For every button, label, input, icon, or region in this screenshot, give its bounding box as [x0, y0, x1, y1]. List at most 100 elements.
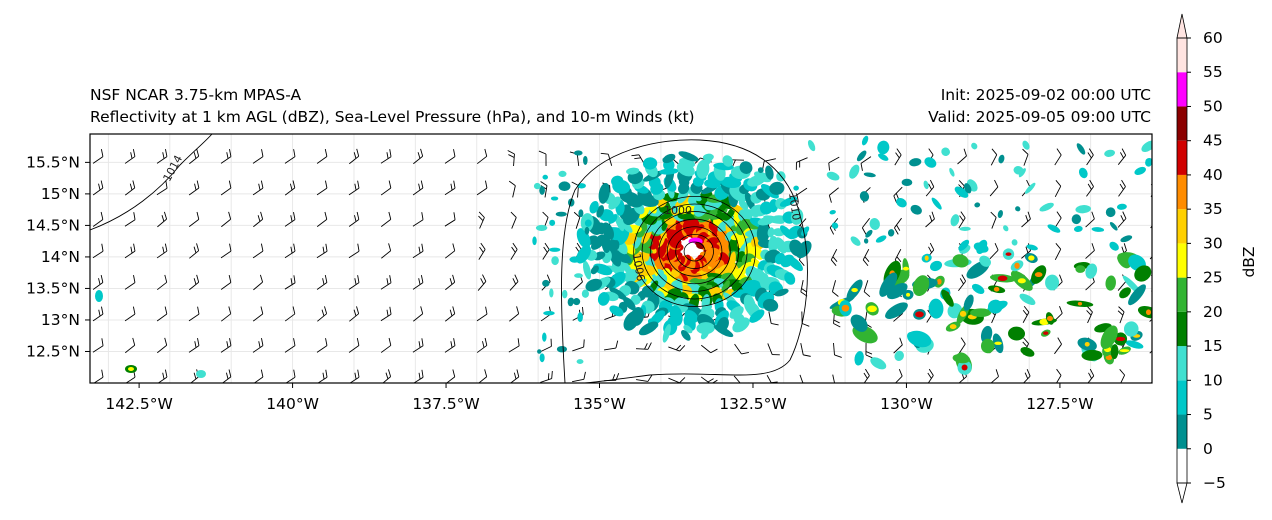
lat-tick-label: 14°N: [41, 248, 80, 266]
reflectivity-cell: [784, 272, 796, 285]
wind-barb: [252, 180, 264, 196]
reflectivity-cell: [638, 321, 659, 336]
reflectivity-cell: [1078, 167, 1088, 179]
reflectivity-cell: [549, 288, 554, 298]
reflectivity-cell: [626, 167, 640, 175]
fields-title: Reflectivity at 1 km AGL (dBZ), Sea-Leve…: [90, 108, 695, 126]
wind-barb: [349, 306, 360, 322]
wind-barb: [1118, 179, 1126, 197]
reflectivity-cell: [732, 317, 750, 333]
wind-barb: [507, 150, 515, 167]
reflectivity-cell: [558, 170, 567, 178]
reflectivity-cell: [128, 367, 134, 371]
reflectivity-cell: [1022, 140, 1030, 150]
reflectivity-cell: [607, 238, 620, 252]
colorbar-tick-label: 0: [1203, 440, 1213, 458]
reflectivity-cell: [993, 286, 1000, 292]
reflectivity-cell: [713, 325, 734, 338]
reflectivity-cell: [597, 292, 610, 306]
reflectivity-cell: [877, 140, 890, 155]
reflectivity-cell: [638, 207, 650, 219]
wind-barb: [860, 156, 872, 171]
reflectivity-cell: [696, 322, 715, 335]
wind-barb: [188, 211, 200, 227]
wind-barb: [894, 148, 902, 166]
wind-barb: [444, 212, 456, 227]
reflectivity-cell: [774, 288, 789, 297]
wind-barb: [316, 338, 328, 353]
reflectivity-cell: [1047, 224, 1061, 233]
wind-barb: [1117, 306, 1125, 324]
reflectivity-cell: [762, 298, 779, 312]
wind-barb: [284, 149, 296, 164]
wind-barb: [762, 158, 776, 169]
wind-barb: [509, 274, 519, 291]
wind-barb: [865, 342, 874, 359]
wind-barb: [768, 311, 779, 326]
wind-barb: [92, 149, 104, 164]
reflectivity-cell: [1043, 331, 1049, 335]
wind-barb: [125, 337, 136, 354]
wind-barb: [124, 275, 136, 290]
reflectivity-cell: [793, 185, 799, 191]
isobar-label: 1010: [786, 192, 803, 222]
reflectivity-cell: [796, 240, 812, 259]
reflectivity-cell: [861, 135, 869, 146]
wind-barb: [800, 343, 811, 357]
reflectivity-cell: [1013, 166, 1024, 175]
colorbar-segment: [1177, 346, 1187, 381]
reflectivity-cell: [598, 182, 610, 204]
reflectivity-cell: [702, 153, 714, 161]
reflectivity-cell: [574, 273, 583, 278]
wind-barb: [220, 274, 232, 290]
reflectivity-cell: [577, 312, 583, 322]
reflectivity-cell: [1005, 252, 1012, 256]
reflectivity-cell: [887, 229, 895, 237]
reflectivity-cell: [885, 302, 908, 319]
reflectivity-cell: [659, 168, 679, 175]
wind-barb: [701, 403, 717, 417]
isobar-label: 1006: [630, 252, 648, 282]
valid-time: Valid: 2025-09-05 09:00 UTC: [928, 108, 1151, 126]
wind-barb: [925, 179, 935, 197]
reflectivity-cell: [542, 279, 550, 287]
reflectivity-cell: [1105, 275, 1116, 291]
wind-barb: [989, 369, 999, 383]
wind-barb: [217, 401, 233, 415]
reflectivity-cell: [941, 289, 954, 307]
reflectivity-cell: [1109, 222, 1118, 231]
wind-barb: [316, 148, 328, 164]
isobar-1010: [561, 139, 808, 383]
lon-tick-label: 135°W: [573, 395, 626, 413]
wind-barb: [380, 337, 392, 353]
wind-barb: [412, 180, 424, 196]
wind-barb: [701, 344, 718, 354]
wind-barb: [412, 212, 424, 227]
reflectivity-cell: [537, 349, 542, 354]
wind-barb: [444, 243, 456, 259]
wind-barb: [540, 370, 553, 383]
reflectivity-cell: [757, 167, 764, 173]
wind-barb: [413, 148, 424, 165]
reflectivity-cell: [558, 181, 571, 192]
colorbar-segment: [1177, 380, 1187, 415]
isobar-inner: [658, 218, 731, 285]
reflectivity-cell: [894, 350, 904, 362]
lat-tick-label: 15°N: [41, 185, 80, 203]
reflectivity-cell: [1128, 284, 1146, 306]
reflectivity-cell: [765, 165, 774, 180]
reflectivity-cell: [1039, 318, 1050, 326]
reflectivity-cell: [997, 275, 1008, 282]
wind-barb: [157, 337, 168, 354]
wind-barb: [958, 337, 966, 355]
reflectivity-cell: [623, 311, 640, 331]
init-time: Init: 2025-09-02 00:00 UTC: [940, 86, 1151, 104]
reflectivity-cell: [1104, 149, 1116, 157]
reflectivity-cell: [1071, 214, 1082, 225]
wind-barb: [220, 338, 232, 353]
wind-barb: [1117, 211, 1127, 228]
reflectivity-cell: [576, 245, 591, 264]
reflectivity-cell: [863, 172, 876, 178]
reflectivity-cell: [1039, 202, 1054, 212]
reflectivity-cell: [1026, 244, 1038, 251]
